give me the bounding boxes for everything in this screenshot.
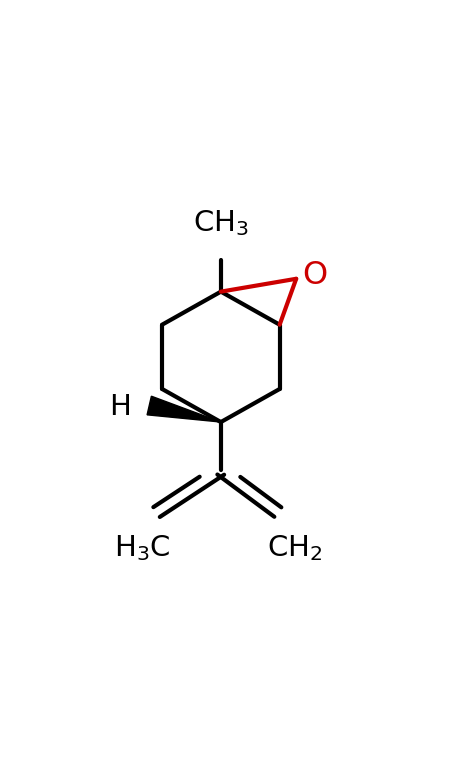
Text: CH$_2$: CH$_2$	[267, 533, 322, 563]
Polygon shape	[147, 396, 221, 422]
Text: CH$_3$: CH$_3$	[193, 208, 249, 238]
Text: H: H	[109, 394, 131, 421]
Text: O: O	[302, 259, 327, 291]
Text: H$_3$C: H$_3$C	[114, 533, 170, 563]
